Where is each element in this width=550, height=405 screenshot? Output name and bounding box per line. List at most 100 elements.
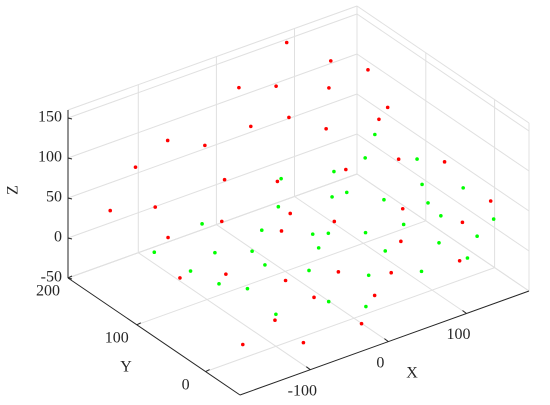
point (437, 240, 441, 245)
point (274, 312, 278, 317)
point (213, 250, 217, 255)
point (426, 201, 430, 205)
point (460, 220, 465, 225)
point (326, 299, 331, 304)
z-axis-label: Z (5, 185, 22, 195)
point (328, 59, 333, 63)
point (399, 239, 403, 244)
point (178, 276, 182, 280)
z-tick-label: 0 (54, 229, 62, 246)
y-axis-label: Y (120, 359, 132, 376)
point (400, 206, 405, 211)
point (259, 228, 264, 233)
point (301, 340, 306, 345)
grid-line (67, 53, 358, 159)
point (249, 124, 253, 129)
point (359, 321, 364, 326)
y-tick (136, 322, 142, 326)
point (288, 211, 293, 216)
point (274, 84, 278, 88)
y-tick-label: 200 (36, 283, 60, 300)
point (330, 195, 334, 199)
y-tick-label: 100 (105, 329, 129, 346)
z-tick-label: 50 (46, 189, 62, 206)
x-axis-label: X (406, 365, 418, 382)
z-tick-label: -50 (41, 269, 62, 286)
z-tick (67, 117, 73, 120)
point (108, 208, 113, 213)
point (383, 249, 388, 253)
x-tick-label: 0 (376, 354, 384, 371)
point (219, 219, 224, 224)
grid-line (294, 196, 467, 314)
point (332, 169, 336, 174)
point (439, 213, 443, 218)
point (363, 230, 368, 235)
point (222, 177, 227, 182)
point (240, 342, 245, 347)
point (273, 318, 277, 322)
point (279, 176, 283, 181)
point (336, 270, 341, 274)
point (382, 197, 386, 202)
grid-line (356, 53, 530, 172)
point (279, 229, 284, 233)
y-axis (67, 277, 241, 396)
z-tick (67, 157, 73, 160)
point (420, 182, 424, 187)
x-tick (384, 338, 389, 342)
point (275, 179, 280, 184)
point (415, 157, 419, 161)
point (488, 199, 493, 203)
grid-line (67, 173, 358, 279)
point (442, 160, 447, 164)
point (310, 232, 315, 236)
x-tick-label: 100 (447, 326, 471, 343)
point (200, 222, 204, 226)
point (165, 138, 170, 143)
point (312, 295, 316, 300)
point (491, 217, 496, 221)
point (133, 165, 138, 169)
grid-line (216, 224, 389, 343)
z-tick-label: 100 (38, 149, 62, 166)
point (366, 68, 370, 72)
point (250, 249, 254, 254)
point (326, 231, 331, 236)
grid-line (356, 133, 530, 252)
x-axis (239, 290, 530, 396)
point (224, 272, 228, 276)
point (461, 186, 465, 190)
point (276, 204, 281, 209)
point (377, 117, 381, 122)
z-tick (67, 237, 73, 240)
z-tick (67, 277, 73, 280)
x-tick (462, 310, 467, 314)
point (401, 222, 406, 227)
grid-line (67, 93, 358, 199)
x-tick (305, 366, 311, 371)
point (284, 40, 289, 45)
point (364, 304, 368, 309)
point (372, 293, 377, 298)
point (475, 234, 479, 239)
grid-line (356, 93, 530, 212)
point (363, 156, 367, 160)
y-tick-label: 0 (182, 376, 190, 393)
point (188, 269, 193, 273)
point (419, 269, 424, 274)
point (373, 132, 377, 137)
point (153, 205, 158, 209)
grid-line (138, 252, 311, 371)
point (344, 167, 348, 172)
point (344, 190, 349, 195)
grid-line (205, 267, 495, 373)
box-edge (67, 5, 358, 111)
point (327, 86, 331, 90)
point (152, 250, 157, 254)
y-tick (205, 369, 210, 373)
point (316, 246, 321, 250)
point (389, 270, 393, 275)
point (366, 273, 371, 278)
